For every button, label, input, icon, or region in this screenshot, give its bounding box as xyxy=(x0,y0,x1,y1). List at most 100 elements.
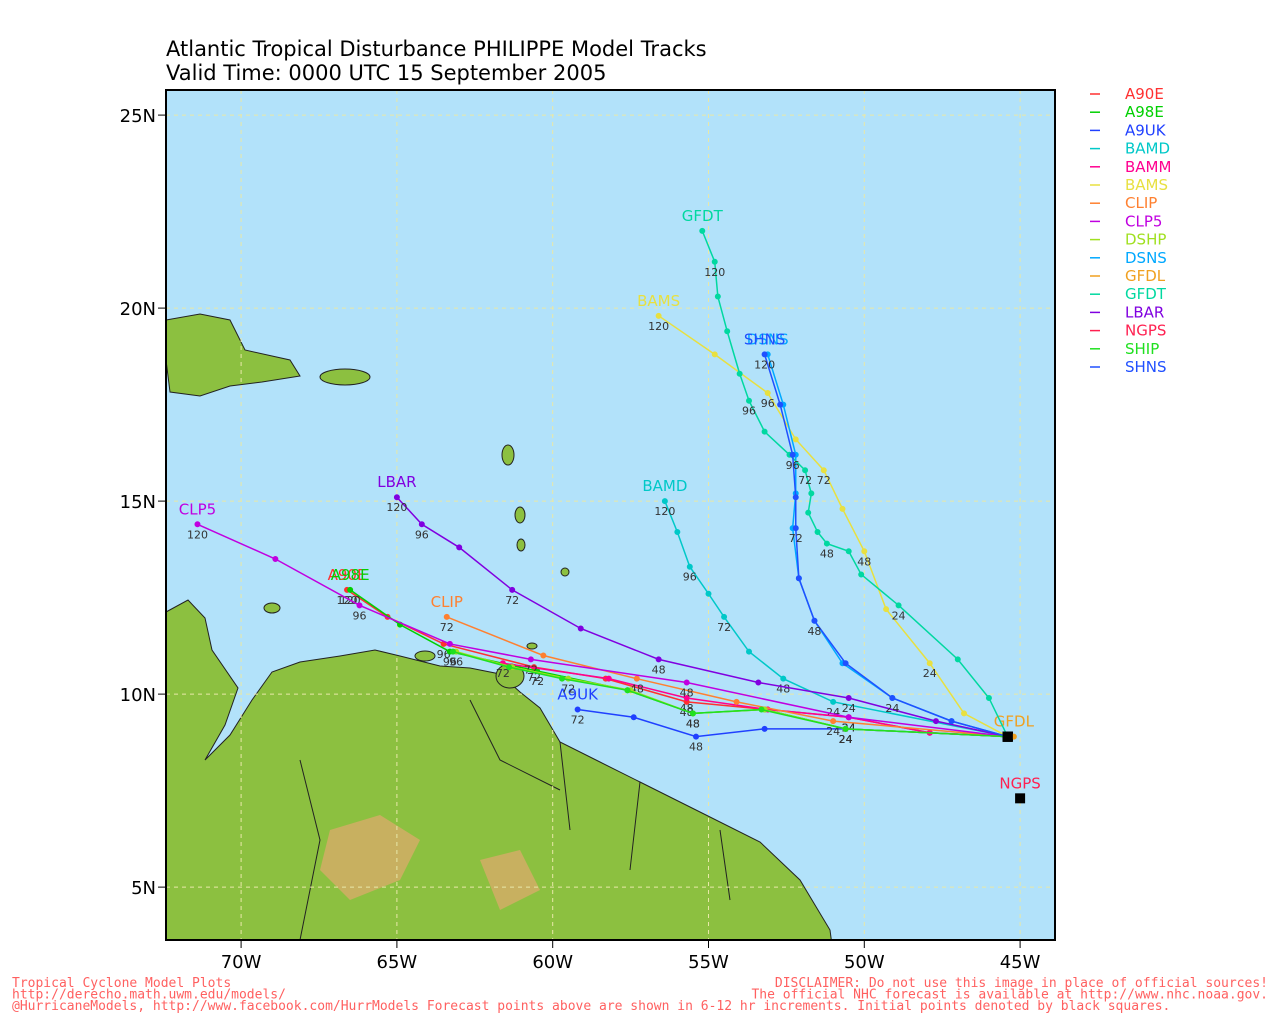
forecast-point xyxy=(845,694,852,701)
hour-label: 120 xyxy=(704,266,725,279)
hour-label: 120 xyxy=(187,528,208,541)
footer-left: Tropical Cyclone Model Plots xyxy=(12,976,231,991)
grid: 70W 65W 60W 55W 50W 45W 5N 10N 15N 20N 25N xyxy=(120,90,1055,973)
hour-label: 24 xyxy=(839,733,853,746)
forecast-point xyxy=(845,714,852,721)
forecast-point xyxy=(633,675,640,682)
forecast-point xyxy=(842,725,849,732)
forecast-point xyxy=(630,714,637,721)
forecast-point xyxy=(830,698,837,705)
hour-label: 72 xyxy=(817,474,831,487)
forecast-point xyxy=(418,521,425,528)
hour-label: 96 xyxy=(449,656,463,669)
forecast-point xyxy=(693,733,700,740)
forecast-point xyxy=(683,694,690,701)
footer-right: The official NHC forecast is available a… xyxy=(751,988,1268,1003)
track-end-label: CLP5 xyxy=(179,500,216,518)
island xyxy=(414,650,436,662)
track-end-label: BAMD xyxy=(642,477,687,495)
forecast-point xyxy=(883,606,890,613)
forecast-point xyxy=(714,293,721,300)
border xyxy=(299,699,731,940)
legend-label: CLP5 xyxy=(1125,212,1162,230)
forecast-point xyxy=(839,505,846,512)
forecast-point xyxy=(559,675,566,682)
hour-label: 72 xyxy=(571,714,585,727)
hour-label: 96 xyxy=(761,397,775,410)
y-tick-label: 25N xyxy=(120,106,156,127)
hour-label: 96 xyxy=(683,571,697,584)
forecast-point xyxy=(446,640,453,647)
forecast-point xyxy=(802,467,809,474)
hour-label: 72 xyxy=(496,667,510,680)
forecast-point xyxy=(842,660,849,667)
forecast-point xyxy=(655,656,662,663)
hour-label: 24 xyxy=(923,667,937,680)
forecast-point xyxy=(347,586,354,593)
forecast-point xyxy=(792,436,799,443)
forecast-point xyxy=(736,370,743,377)
forecast-point xyxy=(724,328,731,335)
forecast-point xyxy=(858,571,865,578)
hour-label: 48 xyxy=(776,683,790,696)
forecast-point xyxy=(733,698,740,705)
forecast-point xyxy=(805,509,812,516)
land xyxy=(166,313,832,940)
y-tick-label: 10N xyxy=(120,685,156,706)
x-tick-label: 60W xyxy=(532,952,573,973)
legend-label: A9UK xyxy=(1125,121,1167,139)
forecast-point xyxy=(814,528,821,535)
hour-label: 24 xyxy=(885,702,899,715)
forecast-point xyxy=(792,525,799,532)
legend-label: CLIP xyxy=(1125,194,1157,212)
hour-label: 72 xyxy=(789,532,803,545)
frame xyxy=(165,89,1056,941)
forecast-point xyxy=(795,575,802,582)
legend-label: SHNS xyxy=(1125,358,1167,376)
hour-label: 72 xyxy=(561,683,575,696)
legend-label: A90E xyxy=(1125,85,1164,103)
forecast-point xyxy=(527,656,534,663)
island xyxy=(526,642,538,650)
hour-label: 48 xyxy=(807,625,821,638)
forecast-point xyxy=(686,563,693,570)
hour-label: 72 xyxy=(440,621,454,634)
track-end-label: LBAR xyxy=(377,473,416,491)
puerto-rico xyxy=(319,368,371,386)
hour-label: 48 xyxy=(686,717,700,730)
island xyxy=(501,444,515,466)
forecast-point xyxy=(574,706,581,713)
forecast-point xyxy=(624,687,631,694)
y-tick-label: 5N xyxy=(131,878,156,899)
hour-label: 48 xyxy=(689,741,703,754)
hour-label: 120 xyxy=(386,501,407,514)
track-line xyxy=(396,496,1008,738)
hour-label: 48 xyxy=(652,663,666,676)
track-end-label: DSNS xyxy=(747,330,789,348)
forecast-point xyxy=(926,660,933,667)
x-tick-label: 65W xyxy=(377,952,418,973)
forecast-point xyxy=(356,602,363,609)
legend-label: DSHP xyxy=(1125,231,1166,249)
forecast-point xyxy=(845,548,852,555)
track-end-label: CLIP xyxy=(431,593,463,611)
hour-label: 72 xyxy=(527,671,541,684)
legend-label: NGPS xyxy=(1125,322,1166,340)
forecast-point xyxy=(889,694,896,701)
forecast-point xyxy=(792,494,799,501)
forecast-point xyxy=(506,664,513,671)
hour-label: 24 xyxy=(839,733,853,746)
forecast-point xyxy=(393,494,400,501)
tracks: 24487296120A90E24487296120A98E244872A9UK… xyxy=(179,207,1041,804)
hour-label: 120 xyxy=(337,594,358,607)
forecast-point xyxy=(948,718,955,725)
island xyxy=(263,602,281,614)
hour-label: 96 xyxy=(443,656,457,669)
forecast-point xyxy=(830,718,837,725)
forecast-point xyxy=(449,648,456,655)
title: Atlantic Tropical Disturbance PHILIPPE M… xyxy=(166,37,707,61)
legend-label: BAMS xyxy=(1125,176,1168,194)
legend-label: DSNS xyxy=(1125,249,1167,267)
forecast-point xyxy=(711,258,718,265)
